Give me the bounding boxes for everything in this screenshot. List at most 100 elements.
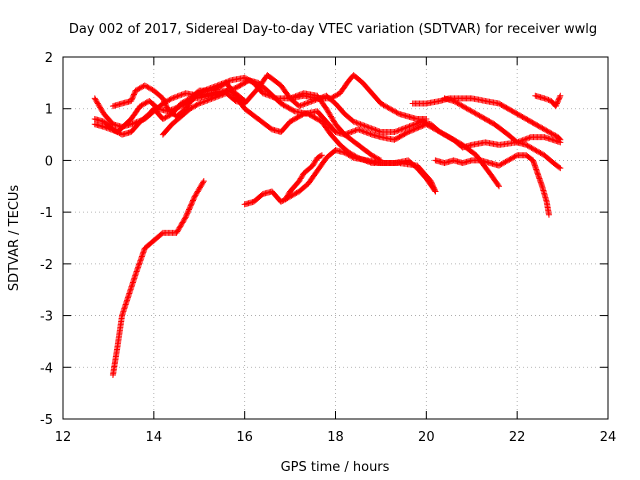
data-point	[349, 154, 356, 161]
data-point	[193, 102, 200, 109]
data-point	[366, 130, 373, 137]
data-point	[187, 202, 194, 209]
data-point	[205, 96, 212, 103]
data-point	[363, 129, 370, 136]
data-point	[539, 125, 546, 132]
data-point	[431, 187, 438, 194]
data-point	[161, 99, 168, 106]
data-point	[528, 144, 535, 151]
data-point	[270, 94, 277, 101]
data-point	[442, 131, 449, 138]
data-point	[218, 80, 225, 87]
data-point	[395, 127, 402, 134]
data-point	[415, 124, 422, 131]
data-point	[304, 100, 311, 107]
data-point	[534, 148, 541, 155]
data-point	[352, 127, 359, 134]
data-point	[544, 128, 551, 135]
data-point	[556, 135, 563, 142]
data-point	[199, 88, 206, 95]
data-point	[182, 214, 189, 221]
data-point	[183, 213, 190, 220]
data-point	[344, 151, 351, 158]
series-trace-11	[441, 95, 564, 172]
data-point	[188, 104, 195, 111]
data-point	[475, 111, 482, 118]
data-point	[419, 122, 426, 129]
data-point	[432, 188, 439, 195]
data-point	[511, 153, 518, 160]
data-point	[545, 96, 552, 103]
data-point	[444, 133, 451, 140]
data-point	[166, 96, 173, 103]
data-point	[554, 99, 561, 106]
data-point	[188, 200, 195, 207]
data-point	[349, 128, 356, 135]
data-point	[398, 126, 405, 133]
data-point	[203, 86, 210, 93]
data-point	[221, 79, 228, 86]
data-point	[201, 98, 208, 105]
data-point	[208, 95, 215, 102]
data-point	[407, 122, 414, 129]
data-point	[522, 136, 529, 143]
data-point	[163, 113, 170, 120]
data-point	[557, 165, 564, 172]
data-point	[197, 100, 204, 107]
series-trace-10	[409, 95, 564, 143]
data-point	[394, 110, 401, 117]
data-point	[423, 116, 430, 123]
y-tick-label: 1	[45, 103, 53, 118]
x-tick-label: 24	[600, 430, 617, 445]
data-point	[176, 103, 183, 110]
data-point	[186, 205, 193, 212]
data-point	[388, 106, 395, 113]
data-point	[195, 90, 202, 97]
data-point	[538, 124, 545, 131]
data-point	[443, 132, 450, 139]
data-point	[269, 93, 276, 100]
data-point	[331, 93, 338, 100]
data-point	[354, 120, 361, 127]
data-point	[348, 128, 355, 135]
data-point	[290, 107, 297, 114]
series-trace-1	[109, 178, 207, 379]
data-point	[436, 128, 443, 135]
data-point	[128, 121, 135, 128]
data-point	[184, 210, 191, 217]
data-point	[553, 100, 560, 107]
y-tick-label: -5	[40, 413, 53, 428]
y-axis-label: SDTVAR / TECUs	[7, 185, 22, 292]
data-point	[526, 134, 533, 141]
data-point	[231, 85, 238, 92]
data-point	[342, 150, 349, 157]
data-point	[207, 96, 214, 103]
data-point	[352, 119, 359, 126]
data-point	[139, 83, 146, 90]
data-point	[187, 203, 194, 210]
data-point	[162, 101, 169, 108]
data-point	[222, 79, 229, 86]
data-point	[137, 84, 144, 91]
data-point	[548, 130, 555, 137]
x-tick-label: 20	[418, 430, 435, 445]
y-tick-label: -2	[40, 258, 53, 273]
data-point	[379, 101, 386, 108]
data-point	[547, 129, 554, 136]
data-point	[100, 123, 107, 130]
data-point	[203, 97, 210, 104]
axis-ticks	[62, 56, 609, 420]
data-point	[406, 123, 413, 130]
data-point	[377, 100, 384, 107]
data-point	[402, 124, 409, 131]
data-point	[384, 104, 391, 111]
data-point	[440, 131, 447, 138]
data-point	[495, 182, 502, 189]
data-point	[141, 82, 148, 89]
data-point	[110, 127, 117, 134]
data-point	[407, 127, 414, 134]
data-point	[198, 99, 205, 106]
data-point	[496, 162, 502, 169]
data-point	[130, 91, 137, 98]
data-point	[385, 104, 392, 111]
